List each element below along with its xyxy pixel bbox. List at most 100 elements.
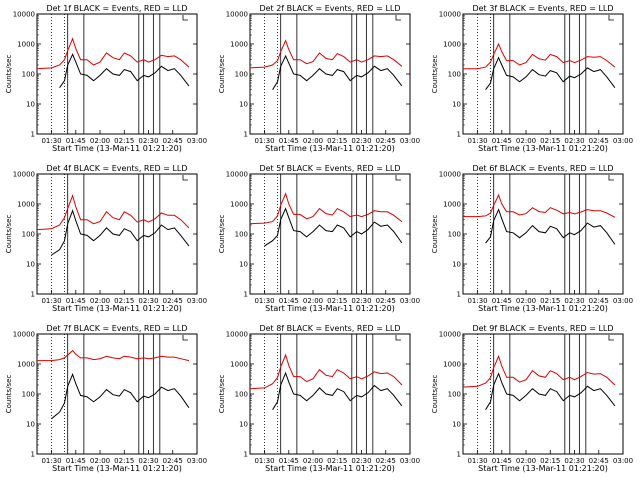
x-tick-label: 02:45 — [376, 137, 396, 145]
plot-frame — [462, 173, 624, 295]
y-tick-label: 10000 — [226, 171, 248, 179]
chart-title: Det 5f BLACK = Events, RED = LLD — [259, 164, 400, 173]
y-tick-label: 100 — [235, 71, 248, 79]
x-tick-label: 02:00 — [303, 137, 323, 145]
chart-title: Det 7f BLACK = Events, RED = LLD — [46, 324, 187, 333]
x-tick-label: 01:30 — [41, 297, 61, 305]
x-tick-label: 02:30 — [138, 137, 158, 145]
x-tick-label: 03:00 — [400, 137, 420, 145]
y-tick-label: 1000 — [443, 361, 461, 369]
y-tick-label: 10 — [452, 421, 461, 429]
x-tick-label: 02:00 — [516, 137, 536, 145]
series-line-events — [51, 209, 190, 256]
x-tick-label: 01:30 — [41, 137, 61, 145]
x-axis-label: Start Time (13-Mar-11 01:21:20) — [478, 144, 608, 153]
series-line-lld — [36, 194, 190, 231]
x-axis-label: Start Time (13-Mar-11 01:21:20) — [478, 464, 608, 473]
x-tick-label: 02:45 — [163, 457, 183, 465]
y-tick-label: 10000 — [13, 331, 35, 339]
plot-frame — [249, 173, 411, 295]
plot-frame — [36, 13, 198, 135]
x-tick-label: 02:15 — [327, 137, 347, 145]
x-tick-label: 02:15 — [114, 137, 134, 145]
chart-title: Det 3f BLACK = Events, RED = LLD — [472, 4, 613, 13]
series-line-lld — [36, 37, 190, 70]
x-tick-label: 01:45 — [279, 297, 299, 305]
plot-frame — [462, 13, 624, 135]
series-line-lld — [249, 192, 403, 225]
y-axis-label: Counts/sec — [5, 55, 13, 94]
chart-panel-5: Det 5f BLACK = Events, RED = LLD 1 10 100 10… — [218, 164, 420, 313]
x-tick-label: 03:00 — [400, 457, 420, 465]
x-tick-label: 02:15 — [540, 297, 560, 305]
series-line-lld — [463, 42, 616, 70]
series-line-lld — [463, 193, 616, 218]
series-line-events — [485, 372, 616, 410]
series-line-lld — [37, 349, 190, 362]
y-tick-label: 10 — [452, 261, 461, 269]
y-tick-label: 100 — [235, 391, 248, 399]
y-tick-label: 10 — [26, 421, 35, 429]
x-tick-label: 02:00 — [90, 457, 110, 465]
x-tick-label: 02:15 — [114, 457, 134, 465]
x-tick-label: 02:45 — [589, 137, 609, 145]
y-tick-label: 1 — [244, 131, 248, 139]
chart-title: Det 9f BLACK = Events, RED = LLD — [472, 324, 613, 333]
x-tick-label: 01:45 — [66, 457, 86, 465]
series-line-events — [264, 207, 403, 247]
chart-panel-8: Det 8f BLACK = Events, RED = LLD 1 10 100 10… — [218, 324, 420, 473]
corner-marker — [608, 15, 614, 21]
y-tick-label: 10000 — [13, 171, 35, 179]
y-tick-label: 10000 — [439, 11, 461, 19]
y-tick-label: 10 — [239, 261, 248, 269]
x-tick-label: 02:15 — [327, 457, 347, 465]
y-tick-label: 10000 — [439, 171, 461, 179]
x-tick-label: 02:30 — [138, 457, 158, 465]
series-line-events — [272, 371, 403, 410]
x-axis-label: Start Time (13-Mar-11 01:21:20) — [52, 304, 182, 313]
chart-title: Det 8f BLACK = Events, RED = LLD — [259, 324, 400, 333]
y-tick-label: 10000 — [226, 331, 248, 339]
y-tick-label: 1 — [457, 291, 461, 299]
x-tick-label: 03:00 — [613, 297, 633, 305]
x-tick-label: 01:30 — [254, 457, 274, 465]
x-axis-label: Start Time (13-Mar-11 01:21:20) — [478, 304, 608, 313]
x-tick-label: 01:45 — [492, 297, 512, 305]
y-tick-label: 10 — [239, 421, 248, 429]
chart-panel-6: Det 6f BLACK = Events, RED = LLD 1 10 100 10… — [431, 164, 633, 313]
x-tick-label: 01:30 — [254, 297, 274, 305]
chart-title: Det 1f BLACK = Events, RED = LLD — [46, 4, 187, 13]
x-tick-label: 02:15 — [540, 457, 560, 465]
x-axis-label: Start Time (13-Mar-11 01:21:20) — [265, 144, 395, 153]
y-tick-label: 10 — [26, 101, 35, 109]
y-axis-label: Counts/sec — [218, 55, 226, 94]
series-line-lld — [249, 353, 403, 390]
x-tick-label: 02:45 — [376, 457, 396, 465]
x-tick-label: 02:30 — [351, 137, 371, 145]
y-tick-label: 10 — [452, 101, 461, 109]
corner-marker — [395, 15, 401, 21]
x-axis-label: Start Time (13-Mar-11 01:21:20) — [52, 144, 182, 153]
y-tick-label: 100 — [22, 231, 35, 239]
x-tick-label: 03:00 — [187, 137, 207, 145]
y-tick-label: 1000 — [443, 41, 461, 49]
x-tick-label: 02:45 — [163, 137, 183, 145]
x-axis-label: Start Time (13-Mar-11 01:21:20) — [265, 464, 395, 473]
x-axis-label: Start Time (13-Mar-11 01:21:20) — [265, 304, 395, 313]
x-tick-label: 02:00 — [516, 457, 536, 465]
x-tick-label: 03:00 — [187, 457, 207, 465]
x-tick-label: 02:45 — [163, 297, 183, 305]
x-tick-label: 01:45 — [66, 137, 86, 145]
y-axis-label: Counts/sec — [431, 375, 439, 414]
chart-panel-3: Det 3f BLACK = Events, RED = LLD 1 10 100 10… — [431, 4, 633, 153]
x-tick-label: 03:00 — [187, 297, 207, 305]
y-tick-label: 1000 — [230, 361, 248, 369]
corner-marker — [608, 335, 614, 341]
x-tick-label: 02:45 — [376, 297, 396, 305]
y-tick-label: 1 — [457, 131, 461, 139]
y-tick-label: 10 — [26, 261, 35, 269]
chart-panel-4: Det 4f BLACK = Events, RED = LLD 1 10 100 10… — [5, 164, 207, 313]
plot-frame — [249, 13, 411, 135]
corner-marker — [182, 175, 188, 181]
